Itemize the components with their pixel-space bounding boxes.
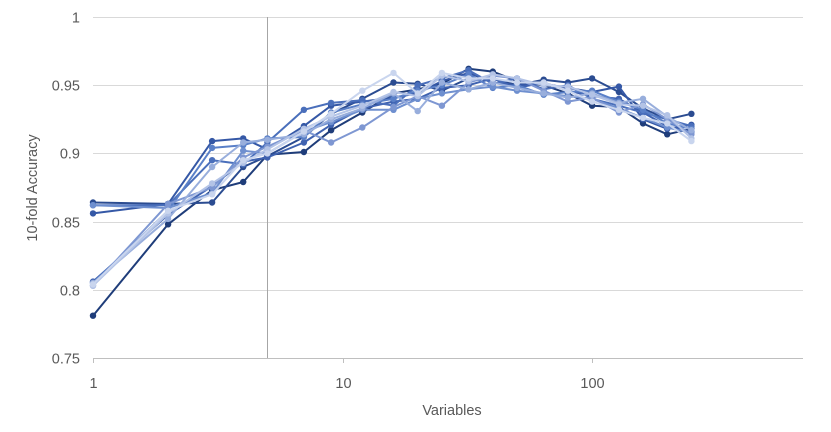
data-point	[164, 207, 172, 214]
data-point	[208, 144, 216, 152]
data-point	[688, 137, 695, 145]
data-point	[164, 221, 172, 228]
y-tick-label: 0.8	[60, 284, 80, 300]
data-point	[359, 102, 366, 109]
data-point	[639, 102, 647, 109]
data-point	[639, 95, 647, 103]
axes	[93, 358, 803, 363]
data-point	[164, 215, 172, 223]
data-point	[540, 90, 547, 97]
data-point	[359, 87, 366, 94]
data-point	[359, 124, 366, 131]
data-point	[465, 86, 472, 93]
data-point	[664, 112, 671, 119]
data-point	[264, 150, 271, 157]
data-point	[240, 139, 247, 146]
x-tick-label: 1	[89, 376, 97, 392]
data-point	[540, 79, 547, 86]
y-axis-title: 10-fold Accuracy	[25, 134, 41, 242]
data-point	[208, 137, 216, 145]
data-point	[390, 103, 397, 111]
data-point	[327, 99, 335, 107]
data-point	[615, 106, 623, 114]
data-point	[327, 139, 335, 146]
data-point	[390, 69, 397, 77]
x-tick-label: 100	[580, 376, 604, 392]
series-run-11	[89, 69, 695, 288]
x-axis-title: Variables	[422, 403, 481, 419]
data-point	[89, 202, 97, 209]
data-point	[438, 90, 446, 97]
data-point	[414, 82, 421, 89]
data-point	[300, 139, 308, 146]
y-tick-label: 0.95	[52, 79, 80, 95]
data-point	[588, 75, 596, 82]
data-point	[688, 127, 695, 134]
data-point	[465, 75, 472, 82]
data-point	[89, 210, 97, 217]
data-point	[639, 114, 647, 122]
data-point	[564, 87, 572, 94]
data-point	[300, 148, 308, 156]
data-point	[414, 107, 421, 115]
data-point	[327, 110, 335, 118]
data-point	[208, 163, 216, 171]
data-point	[513, 79, 521, 86]
data-point	[208, 199, 216, 206]
data-point	[390, 79, 397, 86]
data-point	[208, 191, 216, 198]
data-point	[300, 128, 308, 135]
data-point	[564, 94, 572, 101]
data-point	[414, 90, 421, 97]
data-point	[588, 98, 596, 105]
gridlines	[93, 17, 803, 291]
data-point	[300, 106, 308, 114]
y-tick-label: 0.9	[60, 147, 80, 163]
data-point	[208, 180, 216, 187]
data-point	[240, 157, 247, 164]
y-tick-label: 1	[72, 11, 80, 27]
data-point	[489, 75, 496, 82]
data-point	[438, 69, 446, 77]
tick-labels: 0.75 0.8 0.85 0.9 0.95 1 1 10 100	[52, 11, 605, 393]
data-point	[615, 101, 623, 108]
data-point	[89, 281, 97, 288]
data-point	[327, 127, 335, 134]
data-point	[240, 147, 247, 154]
data-point	[615, 83, 623, 90]
data-point	[89, 312, 97, 319]
data-point	[513, 84, 521, 92]
data-point	[390, 95, 397, 103]
data-point	[688, 110, 695, 118]
series-group	[89, 65, 695, 319]
data-point	[208, 157, 216, 164]
y-tick-label: 0.75	[52, 352, 80, 368]
data-point	[438, 102, 446, 109]
data-point	[240, 178, 247, 186]
y-tick-label: 0.85	[52, 216, 80, 232]
data-point	[164, 200, 172, 208]
series-run-9	[89, 79, 695, 287]
data-point	[664, 120, 671, 127]
data-point	[438, 79, 446, 86]
data-point	[264, 136, 271, 143]
data-point	[588, 91, 596, 98]
x-tick-label: 10	[335, 376, 351, 392]
data-point	[390, 88, 397, 96]
data-point	[664, 131, 671, 138]
